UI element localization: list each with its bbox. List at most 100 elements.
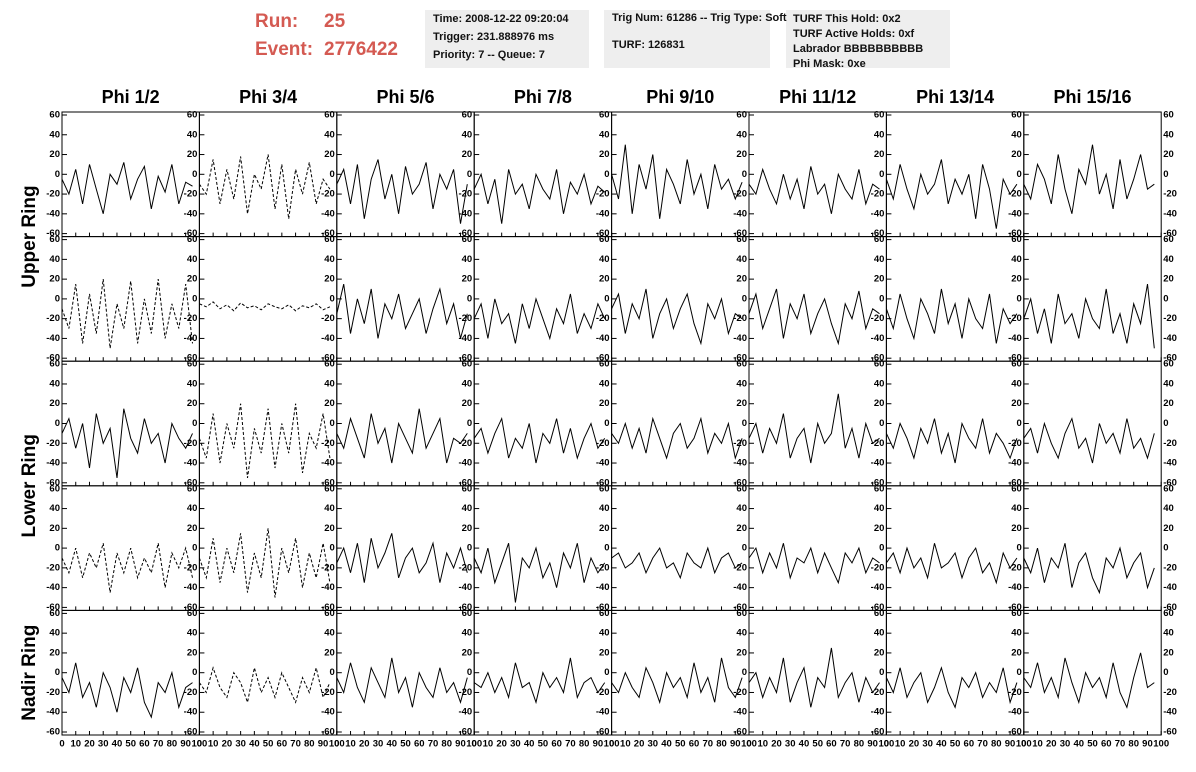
y-tick-label: 40: [462, 628, 473, 639]
y-tick-label: -60: [871, 477, 885, 488]
y-tick-label: 20: [187, 274, 198, 285]
info-line: TURF: 126831: [612, 39, 685, 51]
y-tick-label: -20: [1008, 438, 1022, 449]
x-tick-label: 50: [950, 739, 961, 750]
y-tick-label: 20: [324, 149, 335, 160]
y-tick-label: 40: [49, 378, 60, 389]
x-tick-label: 80: [167, 739, 178, 750]
y-tick-label: -20: [321, 438, 335, 449]
y-tick-label: 0: [604, 543, 609, 554]
y-tick-label: 0: [604, 169, 609, 180]
waveform: [473, 169, 606, 224]
y-tick-label: -40: [1008, 707, 1022, 718]
y-tick-label: 0: [1163, 667, 1168, 678]
x-tick-label: 10: [208, 739, 219, 750]
y-tick-label: -40: [184, 582, 198, 593]
y-tick-label: 20: [187, 149, 198, 160]
y-tick-label: -20: [1163, 562, 1177, 573]
y-tick-label: 0: [467, 667, 472, 678]
y-tick-label: 0: [879, 169, 884, 180]
y-tick-label: 20: [462, 523, 473, 534]
y-tick-label: 60: [324, 110, 335, 121]
column-title: Phi 5/6: [376, 87, 434, 107]
y-tick-label: -40: [596, 458, 610, 469]
y-tick-label: 60: [874, 234, 885, 245]
y-tick-label: 60: [599, 110, 610, 121]
y-tick-label: 40: [1011, 254, 1022, 265]
y-tick-label: -60: [184, 602, 198, 613]
y-tick-label: 20: [1163, 523, 1174, 534]
y-tick-label: -60: [458, 602, 472, 613]
y-tick-label: 60: [49, 234, 60, 245]
y-tick-label: 20: [1011, 398, 1022, 409]
y-tick-label: 0: [192, 543, 197, 554]
y-tick-label: 20: [1011, 274, 1022, 285]
y-tick-label: -40: [1008, 333, 1022, 344]
y-tick-label: 0: [1163, 418, 1168, 429]
waveform: [611, 288, 743, 346]
y-tick-label: 20: [324, 398, 335, 409]
y-tick-label: 0: [192, 667, 197, 678]
y-tick-label: -20: [1008, 189, 1022, 200]
y-tick-label: -20: [1163, 438, 1177, 449]
y-tick-label: -60: [733, 602, 747, 613]
y-tick-label: 60: [324, 359, 335, 370]
y-tick-label: 60: [874, 359, 885, 370]
y-tick-label: 0: [879, 293, 884, 304]
y-tick-label: -60: [871, 727, 885, 738]
x-tick-label: 30: [98, 739, 109, 750]
y-tick-label: 40: [736, 129, 747, 140]
x-tick-label: 90: [180, 739, 191, 750]
y-tick-label: 20: [874, 149, 885, 160]
waveform: [611, 416, 743, 461]
waveform: [1023, 543, 1155, 595]
y-tick-label: -20: [46, 189, 60, 200]
waveform: [473, 293, 606, 344]
y-tick-label: 20: [736, 149, 747, 160]
y-tick-label: -40: [871, 707, 885, 718]
y-tick-label: 20: [1011, 647, 1022, 658]
y-tick-label: 60: [599, 483, 610, 494]
x-tick-label: 60: [689, 739, 700, 750]
y-tick-label: 60: [187, 234, 198, 245]
waveform: [885, 666, 1018, 709]
y-tick-label: -40: [46, 208, 60, 219]
y-tick-label: 40: [736, 378, 747, 389]
y-tick-label: 40: [599, 378, 610, 389]
waveform: [611, 546, 743, 580]
y-tick-label: -40: [46, 582, 60, 593]
column-title: Phi 3/4: [239, 87, 297, 107]
y-tick-label: 40: [736, 503, 747, 514]
y-tick-label: 40: [324, 503, 335, 514]
x-tick-label: 90: [455, 739, 466, 750]
y-tick-label: -40: [321, 582, 335, 593]
y-tick-label: 0: [330, 667, 335, 678]
y-tick-label: -40: [184, 208, 198, 219]
y-tick-label: -60: [46, 477, 60, 488]
y-tick-label: -40: [184, 458, 198, 469]
y-tick-label: -20: [1163, 687, 1177, 698]
y-tick-label: -20: [184, 438, 198, 449]
y-tick-label: -20: [733, 562, 747, 573]
y-tick-label: 60: [462, 359, 473, 370]
y-tick-label: 20: [1163, 274, 1174, 285]
y-tick-label: 60: [874, 483, 885, 494]
y-tick-label: 40: [874, 254, 885, 265]
x-tick-label: 20: [771, 739, 782, 750]
y-tick-label: 60: [1011, 483, 1022, 494]
x-tick-label: 100: [466, 739, 482, 750]
y-tick-label: 60: [324, 483, 335, 494]
y-tick-label: -20: [1163, 189, 1177, 200]
y-tick-label: 60: [736, 483, 747, 494]
x-tick-label: 40: [799, 739, 810, 750]
y-tick-label: -40: [46, 458, 60, 469]
y-tick-label: 20: [324, 274, 335, 285]
x-tick-label: 70: [290, 739, 301, 750]
y-tick-label: 40: [324, 378, 335, 389]
y-tick-label: 40: [599, 254, 610, 265]
waveform: [336, 159, 468, 224]
info-line: TURF Active Holds: 0xf: [793, 28, 915, 40]
y-tick-label: 60: [324, 608, 335, 619]
x-tick-label: 10: [70, 739, 81, 750]
y-tick-label: -20: [321, 562, 335, 573]
